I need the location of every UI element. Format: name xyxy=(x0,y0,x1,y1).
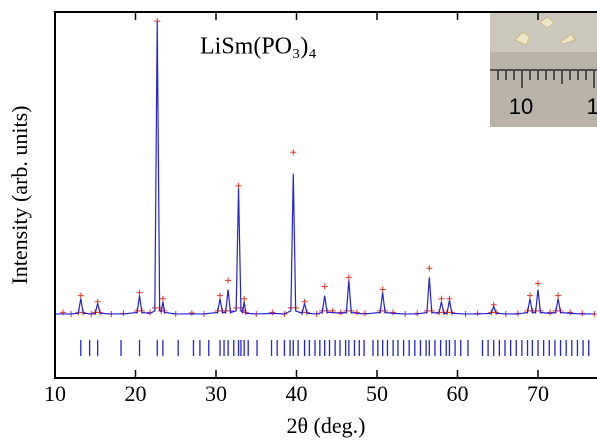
observed-point xyxy=(555,292,562,299)
observed-point xyxy=(321,283,328,290)
ruler-ticks xyxy=(497,70,595,88)
x-tick-label: 50 xyxy=(366,381,388,406)
observed-point xyxy=(188,310,195,317)
x-tick-label: 30 xyxy=(205,381,227,406)
x-tick-label: 20 xyxy=(125,381,147,406)
x-tick-label: 10 xyxy=(44,381,66,406)
observed-point xyxy=(379,286,386,293)
x-axis-label: 2θ (deg.) xyxy=(287,413,366,438)
observed-point xyxy=(225,277,232,284)
observed-point xyxy=(269,309,276,316)
observed-point xyxy=(217,292,224,299)
photo-top xyxy=(490,12,597,52)
calculated-line xyxy=(55,21,595,315)
inset-label: 11 xyxy=(587,94,597,119)
x-tick-label: 70 xyxy=(527,381,549,406)
x-tick-label: 60 xyxy=(447,381,469,406)
inset-photo: 10 11 xyxy=(490,12,597,127)
plot-area xyxy=(55,18,597,356)
observed-point xyxy=(136,289,143,296)
observed-point xyxy=(567,309,574,316)
observed-point xyxy=(290,149,297,156)
observed-point xyxy=(235,182,242,189)
annotation: LiSm(PO₃)₄ xyxy=(200,34,317,60)
x-tick-label: 40 xyxy=(286,381,308,406)
observed-point xyxy=(345,274,352,281)
inset-label: 10 xyxy=(509,94,533,119)
observed-point xyxy=(438,295,445,302)
observed-point xyxy=(241,295,248,302)
observed-point xyxy=(535,280,541,287)
y-axis-label: Intensity (arb. units) xyxy=(7,105,32,284)
observed-point xyxy=(426,265,433,272)
axes-frame xyxy=(54,11,597,379)
observed-point xyxy=(526,292,533,299)
crystals xyxy=(514,16,576,46)
observed-point xyxy=(77,292,84,299)
observed-point xyxy=(390,309,397,316)
observed-point xyxy=(159,295,166,302)
